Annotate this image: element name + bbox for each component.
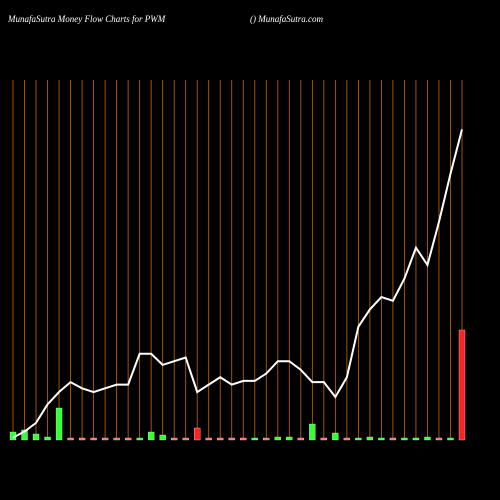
bar <box>159 434 166 441</box>
bar <box>389 437 397 441</box>
bar <box>424 436 431 441</box>
bar <box>67 437 74 441</box>
bar <box>78 437 86 441</box>
bar <box>320 437 327 441</box>
bar <box>171 437 178 441</box>
bar <box>286 436 293 441</box>
bar <box>458 329 466 441</box>
bar <box>205 437 212 441</box>
chart-title: MunafaSutra Money Flow Charts for PWM <box>7 14 166 24</box>
bar <box>412 437 420 441</box>
bar <box>182 437 189 441</box>
bar <box>251 437 258 441</box>
bar <box>21 429 28 441</box>
bar <box>447 437 454 441</box>
bar <box>263 437 270 441</box>
bar <box>32 433 40 441</box>
bar <box>401 437 408 441</box>
bar <box>44 436 51 441</box>
bar <box>136 437 143 441</box>
money-flow-line <box>12 129 463 439</box>
bar <box>378 437 385 441</box>
bar <box>194 427 201 441</box>
bar <box>355 437 362 441</box>
bar <box>217 437 224 441</box>
bar <box>101 437 109 441</box>
chart-subtitle: () MunafaSutra.com <box>250 14 323 24</box>
bar <box>228 437 235 441</box>
bar <box>309 423 316 441</box>
bar <box>297 437 304 441</box>
bar <box>274 436 281 441</box>
bar <box>435 437 443 441</box>
bar <box>332 432 339 441</box>
bar <box>124 437 132 441</box>
bar <box>55 407 63 441</box>
bar <box>113 437 120 441</box>
bar <box>240 437 247 441</box>
bar <box>343 437 351 441</box>
bar <box>148 431 155 441</box>
bar <box>90 437 97 441</box>
bar <box>366 436 374 441</box>
